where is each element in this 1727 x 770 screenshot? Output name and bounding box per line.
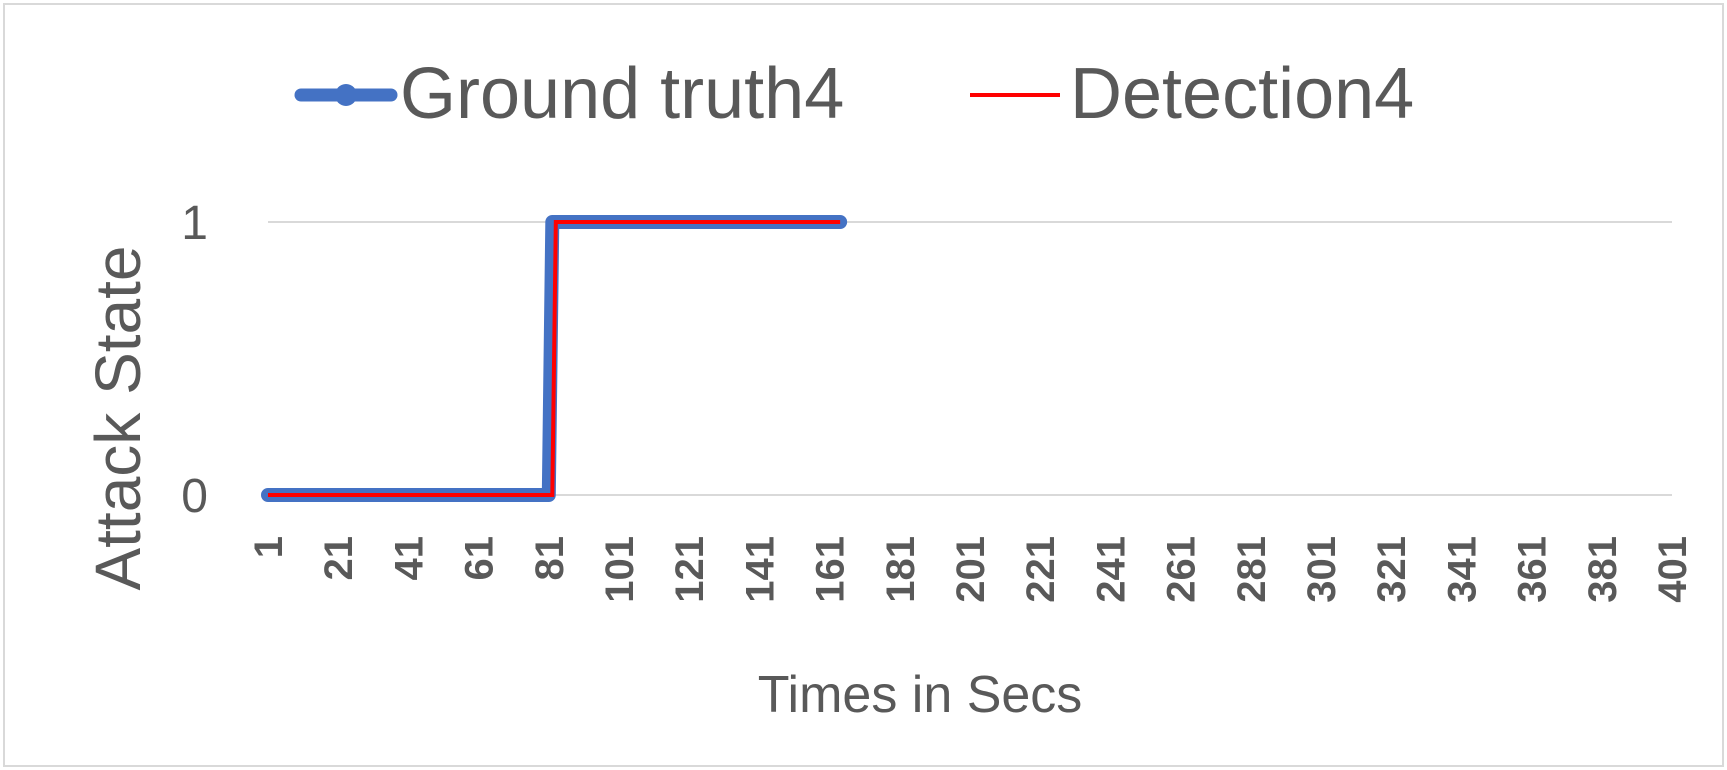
x-tick-label: 41 [387, 536, 431, 581]
x-tick-label: 301 [1300, 536, 1344, 603]
y-tick-label: 0 [181, 470, 208, 523]
x-tick-label: 201 [949, 536, 993, 603]
series-layer [261, 215, 848, 502]
x-tick-label: 81 [528, 536, 572, 581]
x-tick-label: 21 [317, 536, 361, 581]
x-tick-label: 401 [1651, 536, 1695, 603]
x-tick-label: 1 [247, 536, 291, 558]
legend-item-detection: Detection4 [970, 54, 1414, 134]
legend-marker-ground-truth [335, 84, 357, 106]
x-tick-label: 361 [1511, 536, 1555, 603]
legend-item-ground-truth: Ground truth4 [294, 54, 844, 134]
x-tick-label: 241 [1089, 536, 1133, 603]
chart-border [3, 3, 1724, 767]
x-tick-label: 341 [1440, 536, 1484, 603]
legend-label-detection: Detection4 [1070, 54, 1414, 134]
x-tick-label: 281 [1230, 536, 1274, 603]
x-tick-label: 161 [809, 536, 853, 603]
x-tick-labels: 1 21 41 61 81 101 121 141 161 181 201 221 241 261 281 3… [247, 536, 1695, 603]
x-tick-label: 141 [738, 536, 782, 603]
x-axis-title: Times in Secs [758, 666, 1083, 724]
x-tick-label: 381 [1581, 536, 1625, 603]
x-tick-label: 101 [598, 536, 642, 603]
legend-label-ground-truth: Ground truth4 [400, 54, 844, 134]
legend: Ground truth4 Detection4 [294, 54, 1414, 134]
x-tick-label: 221 [1019, 536, 1063, 603]
x-tick-label: 61 [458, 536, 502, 581]
x-tick-label: 121 [668, 536, 712, 603]
x-tick-label: 181 [879, 536, 923, 603]
y-axis-title: Attack State [82, 245, 154, 590]
series-line-detection [268, 220, 841, 497]
y-tick-labels: 01 [181, 197, 208, 523]
y-tick-label: 1 [181, 197, 208, 250]
x-tick-label: 261 [1160, 536, 1204, 603]
x-tick-label: 321 [1370, 536, 1414, 603]
